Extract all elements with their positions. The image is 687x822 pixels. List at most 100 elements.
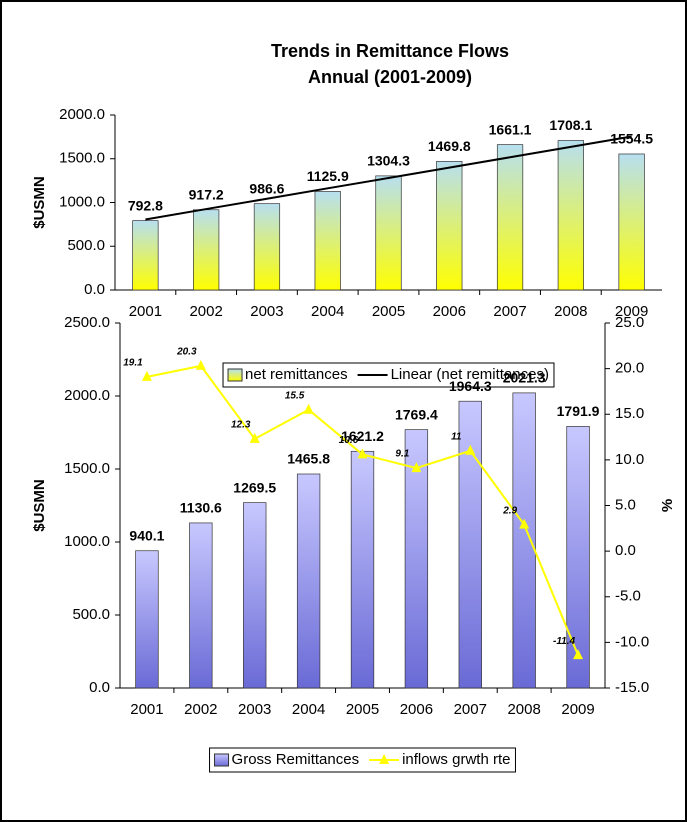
bar (557, 140, 584, 291)
x-tick-label: 2004 (311, 303, 344, 320)
bar (314, 191, 341, 291)
bar-label: 986.6 (249, 180, 284, 196)
y2-tick-label: 25.0 (615, 314, 644, 331)
bar-label: 940.1 (129, 527, 164, 543)
bar-label: 1621.2 (341, 428, 384, 444)
legend-label: net remittances (245, 366, 348, 383)
bar (350, 450, 375, 689)
x-tick-label: 2003 (238, 701, 271, 718)
line-marker (357, 448, 368, 459)
x-tick-label: 2002 (184, 701, 217, 718)
y2-tick-label: 0.0 (615, 542, 636, 559)
legend-swatch (214, 753, 230, 767)
x-tick-label: 2007 (493, 303, 526, 320)
y2-tick-label: 20.0 (615, 360, 644, 377)
x-tick-label: 2009 (561, 701, 594, 718)
chart-title: Trends in Remittance Flows (271, 41, 509, 61)
y-axis-title: $USMN (31, 479, 48, 532)
bar-label: 1708.1 (549, 117, 592, 133)
line-marker (249, 432, 260, 443)
legend-box (209, 747, 516, 773)
bar (132, 220, 159, 291)
bar-label: 1130.6 (180, 500, 222, 516)
x-tick-label: 2004 (292, 701, 325, 718)
bar-label: 1269.5 (233, 479, 276, 495)
y-tick-label: 2000.0 (64, 387, 110, 404)
y2-tick-label: 15.0 (615, 405, 644, 422)
y-tick-label: 500.0 (67, 237, 105, 254)
x-tick-label: 2008 (507, 701, 540, 718)
bar (618, 153, 645, 291)
legend-label: Gross Remittances (232, 751, 360, 768)
bar (566, 426, 590, 689)
chart-subtitle: Annual (2001-2009) (308, 67, 472, 87)
y2-tick-label: -5.0 (615, 588, 641, 605)
point-label: 9.1 (395, 449, 409, 460)
y-tick-label: 0.0 (84, 281, 105, 298)
bar (296, 473, 321, 689)
point-label: 12.3 (231, 420, 251, 431)
bar-label: 1125.9 (307, 168, 349, 184)
x-tick-label: 2006 (433, 303, 466, 320)
y2-tick-label: -15.0 (615, 679, 649, 696)
bar-label: 1554.5 (610, 131, 653, 147)
bar-label: 1964.3 (449, 378, 492, 394)
x-tick-label: 2007 (454, 701, 487, 718)
y-tick-label: 2500.0 (64, 314, 110, 331)
bar-label: 2021.3 (503, 370, 546, 386)
line-marker (465, 444, 476, 455)
line-marker (519, 518, 530, 529)
x-tick-label: 2005 (372, 303, 405, 320)
y-tick-label: 2000.0 (59, 106, 105, 123)
line-marker (573, 649, 584, 660)
bar-label: 792.8 (128, 197, 163, 213)
y2-axis-title: % (659, 499, 676, 512)
legend-label: inflows grwth rte (402, 751, 510, 768)
bar-label: 1661.1 (489, 121, 532, 137)
bar-label: 1465.8 (287, 451, 330, 467)
x-tick-label: 2001 (130, 701, 163, 718)
line-marker (303, 403, 314, 414)
x-tick-label: 2001 (129, 303, 162, 320)
y2-tick-label: 5.0 (615, 496, 636, 513)
point-label: -11.4 (553, 636, 575, 647)
bar (243, 502, 267, 689)
point-label: 11 (451, 431, 462, 442)
y-tick-label: 1000.0 (64, 533, 110, 550)
x-tick-label: 2008 (554, 303, 587, 320)
y-axis-title: $USMN (31, 176, 48, 229)
bar-label: 1791.9 (557, 403, 600, 419)
bar-label: 1469.8 (428, 138, 471, 154)
bar (436, 161, 463, 291)
bar-label: 1304.3 (367, 153, 410, 169)
point-label: 2.9 (502, 505, 517, 516)
line-marker (411, 462, 422, 473)
legend-label: Linear (net remittances) (391, 366, 549, 383)
bar (404, 429, 429, 689)
legend: Gross Remittances inflows grwth rte (209, 747, 516, 773)
legend: net remittances Linear (net remittances) (222, 362, 555, 388)
bar (375, 175, 402, 291)
bar-label: 917.2 (189, 186, 224, 202)
bar (189, 522, 213, 689)
point-label: 19.1 (123, 357, 143, 368)
bar (193, 209, 220, 291)
point-label: 20.3 (176, 347, 197, 358)
bar (512, 392, 536, 689)
line-marker (195, 359, 206, 370)
y-tick-label: 1500.0 (59, 150, 105, 167)
x-tick-label: 2002 (189, 303, 222, 320)
point-label: 15.5 (285, 390, 305, 401)
x-tick-label: 2009 (615, 303, 648, 320)
y-tick-label: 500.0 (72, 606, 110, 623)
point-label: 10.6 (339, 435, 359, 446)
bar (496, 144, 524, 291)
bar (135, 550, 159, 689)
legend-marker (379, 754, 390, 764)
bar-label: 1769.4 (395, 406, 438, 422)
bar (253, 203, 281, 291)
x-tick-label: 2003 (250, 303, 283, 320)
legend-swatch (227, 368, 243, 382)
